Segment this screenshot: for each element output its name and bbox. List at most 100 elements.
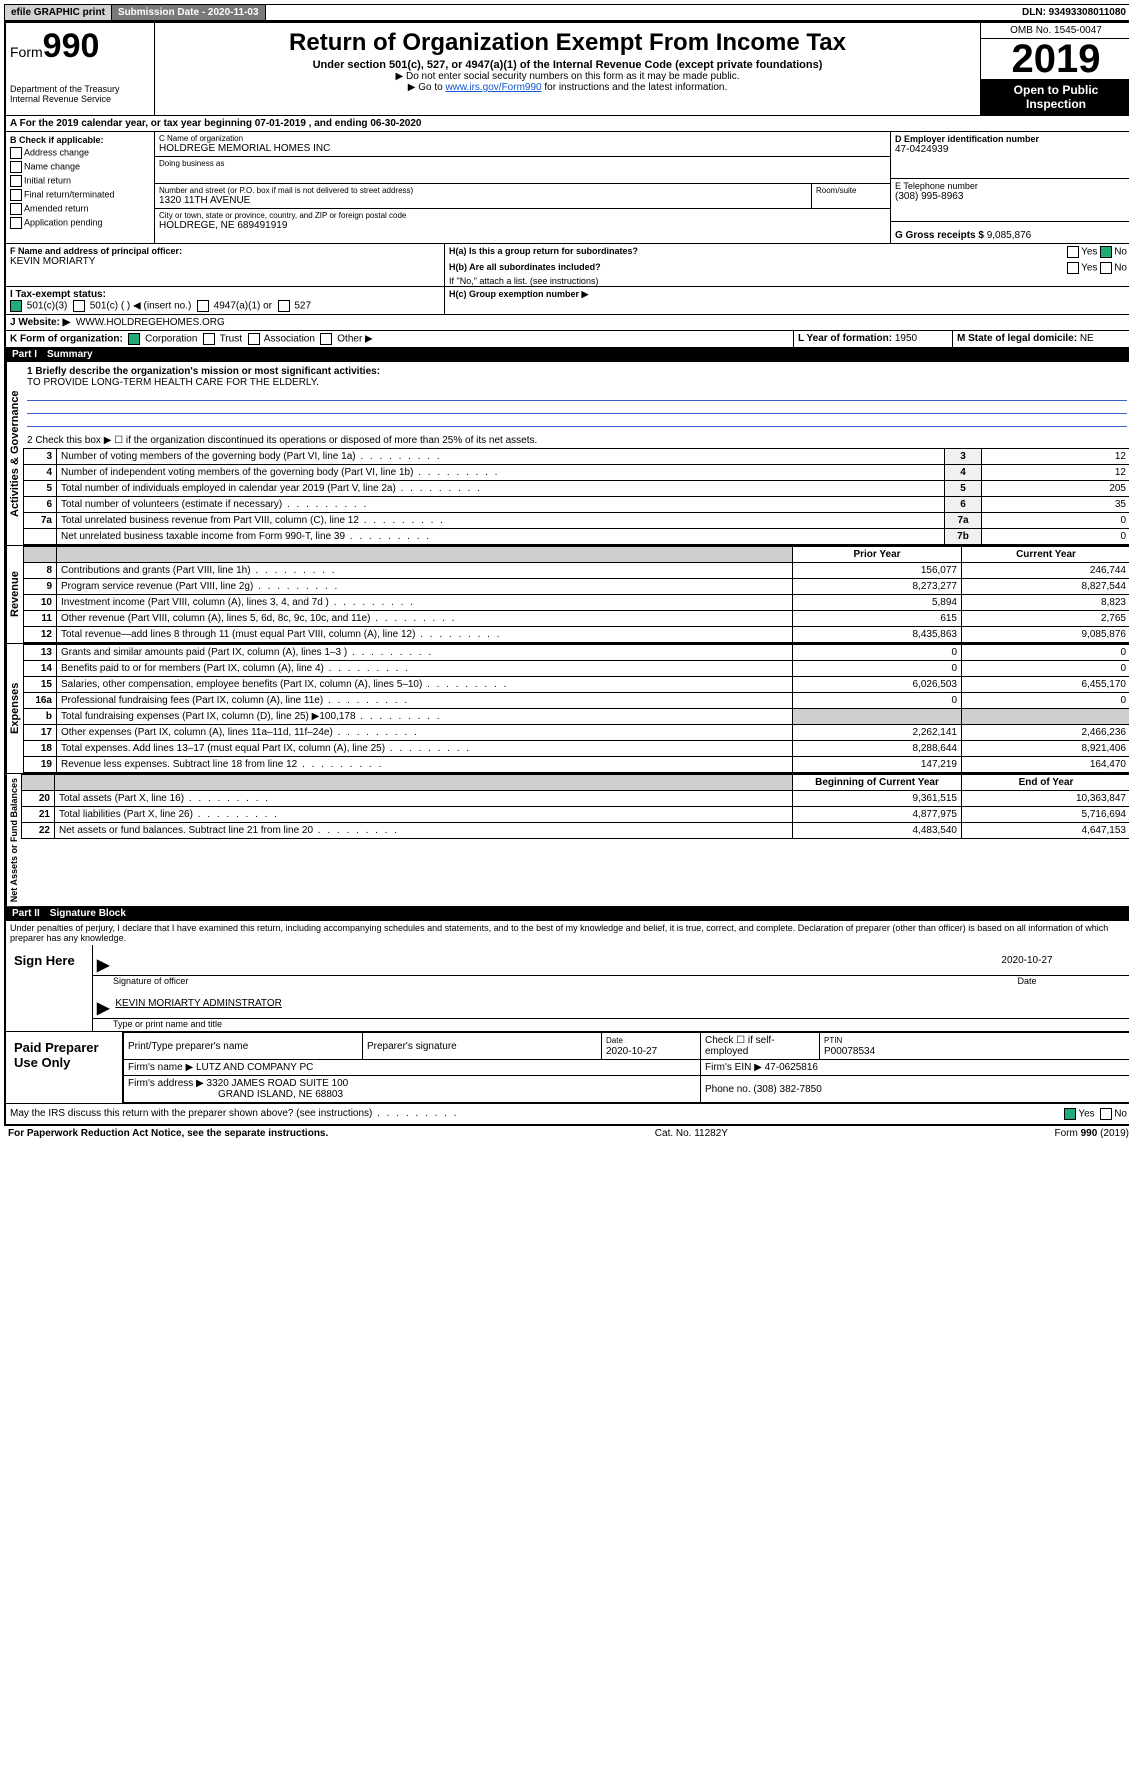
chk-pending[interactable]: Application pending	[24, 217, 103, 227]
line1-value: TO PROVIDE LONG-TERM HEALTH CARE FOR THE…	[27, 377, 1127, 388]
line2: 2 Check this box ▶ ☐ if the organization…	[23, 433, 1129, 448]
officer-label: F Name and address of principal officer:	[10, 246, 440, 256]
city-state-zip: HOLDREGE, NE 689491919	[159, 220, 886, 231]
prep-name-lbl: Print/Type preparer's name	[124, 1033, 363, 1060]
form-title: Return of Organization Exempt From Incom…	[161, 29, 974, 57]
chk-amended[interactable]: Amended return	[24, 203, 89, 213]
top-bar: efile GRAPHIC print Submission Date - 20…	[4, 4, 1129, 21]
k-label: K Form of organization:	[10, 334, 123, 345]
firm-ein: 47-0625816	[765, 1062, 818, 1073]
i-4947[interactable]: 4947(a)(1) or	[214, 301, 272, 312]
hb-label: H(b) Are all subordinates included?	[449, 262, 601, 272]
box-h: H(a) Is this a group return for subordin…	[445, 244, 1129, 286]
k-corp[interactable]: Corporation	[145, 334, 197, 345]
part1-title: Summary	[47, 349, 93, 360]
efile-button[interactable]: efile GRAPHIC print	[5, 5, 112, 20]
phone-label: E Telephone number	[895, 181, 1127, 191]
sign-here-label: Sign Here	[6, 945, 92, 1031]
ha-yes[interactable]: Yes	[1081, 247, 1097, 258]
box-b-title: B Check if applicable:	[10, 134, 150, 146]
chk-final[interactable]: Final return/terminated	[24, 189, 115, 199]
form-ref: Form 990 (2019)	[1055, 1128, 1129, 1139]
expenses-table: 13Grants and similar amounts paid (Part …	[23, 644, 1129, 773]
firm-name: LUTZ AND COMPANY PC	[196, 1062, 313, 1073]
footer: For Paperwork Reduction Act Notice, see …	[4, 1126, 1129, 1141]
form-container: Form990 Department of the Treasury Inter…	[4, 21, 1129, 1126]
header-right: OMB No. 1545-0047 2019 Open to Public In…	[981, 23, 1129, 115]
org-name: HOLDREGE MEMORIAL HOMES INC	[159, 143, 886, 154]
header-center: Return of Organization Exempt From Incom…	[155, 23, 981, 115]
prep-date-lbl: Date	[606, 1036, 623, 1045]
dept-treasury: Department of the Treasury	[10, 84, 150, 94]
governance-table: 3Number of voting members of the governi…	[23, 448, 1129, 545]
part2-title: Signature Block	[50, 908, 126, 919]
paid-preparer-label: Paid Preparer Use Only	[6, 1032, 122, 1103]
sig-arrow-icon-2: ▶	[97, 998, 109, 1018]
sig-officer-lbl: Signature of officer	[113, 976, 927, 986]
prep-phone-lbl: Phone no.	[705, 1084, 751, 1095]
cat-no: Cat. No. 11282Y	[655, 1128, 728, 1139]
row-k: K Form of organization: Corporation Trus…	[6, 331, 794, 347]
ein-label: D Employer identification number	[895, 134, 1127, 144]
discuss-text: May the IRS discuss this return with the…	[10, 1108, 1064, 1120]
chk-address[interactable]: Address change	[24, 147, 89, 157]
firm-addr1: 3320 JAMES ROAD SUITE 100	[207, 1078, 349, 1089]
boxes-deg: D Employer identification number 47-0424…	[891, 132, 1129, 243]
phone-value: (308) 995-8963	[895, 191, 1127, 202]
form-subtitle: Under section 501(c), 527, or 4947(a)(1)…	[161, 59, 974, 71]
sig-date: 2020-10-27	[1001, 955, 1052, 966]
name-title-lbl: Type or print name and title	[93, 1019, 1129, 1031]
k-other[interactable]: Other ▶	[337, 334, 372, 345]
k-assoc[interactable]: Association	[264, 334, 315, 345]
discuss-no[interactable]: No	[1114, 1109, 1127, 1120]
note-goto-post: for instructions and the latest informat…	[542, 82, 728, 93]
preparer-table: Print/Type preparer's name Preparer's si…	[123, 1032, 1129, 1103]
hb-yes[interactable]: Yes	[1081, 263, 1097, 274]
firm-addr2: GRAND ISLAND, NE 68803	[218, 1089, 343, 1100]
room-label: Room/suite	[816, 186, 886, 195]
ptin: P00078534	[824, 1046, 875, 1057]
note-ssn: ▶ Do not enter social security numbers o…	[161, 71, 974, 82]
chk-name[interactable]: Name change	[24, 161, 80, 171]
officer-name: KEVIN MORIARTY	[10, 256, 440, 267]
gov-label: Activities & Governance	[6, 362, 23, 545]
dln: DLN: 93493308011080	[1016, 5, 1129, 20]
header-left: Form990 Department of the Treasury Inter…	[6, 23, 155, 115]
j-label: J Website: ▶	[10, 317, 70, 328]
part1-num: Part I	[12, 349, 37, 360]
ptin-lbl: PTIN	[824, 1036, 842, 1045]
form-label: Form	[10, 44, 43, 60]
c-name-label: C Name of organization	[159, 134, 886, 143]
perjury-text: Under penalties of perjury, I declare th…	[6, 921, 1129, 945]
i-501c[interactable]: 501(c) ( ) ◀ (insert no.)	[90, 301, 192, 312]
part1-header: Part I Summary	[6, 347, 1129, 362]
ha-no[interactable]: No	[1114, 247, 1127, 258]
irs: Internal Revenue Service	[10, 94, 150, 104]
firm-addr-lbl: Firm's address ▶	[128, 1078, 204, 1089]
form-number: 990	[43, 27, 100, 65]
box-b: B Check if applicable: Address change Na…	[6, 132, 155, 243]
gross-value: 9,085,876	[987, 230, 1032, 241]
line1-label: 1 Briefly describe the organization's mi…	[27, 366, 1127, 377]
i-527[interactable]: 527	[294, 301, 311, 312]
prep-sig-lbl: Preparer's signature	[363, 1033, 602, 1060]
hb-no[interactable]: No	[1114, 263, 1127, 274]
website-value: WWW.HOLDREGEHOMES.ORG	[76, 317, 225, 328]
chk-initial[interactable]: Initial return	[24, 175, 71, 185]
k-trust[interactable]: Trust	[220, 334, 242, 345]
officer-typed-name: KEVIN MORIARTY ADMINSTRATOR	[115, 998, 282, 1009]
irs-link[interactable]: www.irs.gov/Form990	[445, 82, 541, 93]
firm-name-lbl: Firm's name ▶	[128, 1062, 193, 1073]
prep-date: 2020-10-27	[606, 1046, 657, 1057]
row-j: J Website: ▶ WWW.HOLDREGEHOMES.ORG	[6, 315, 1129, 330]
date-lbl: Date	[927, 976, 1127, 986]
addr-label: Number and street (or P.O. box if mail i…	[159, 186, 807, 195]
i-501c3[interactable]: 501(c)(3)	[27, 301, 68, 312]
ha-label: H(a) Is this a group return for subordin…	[449, 246, 638, 256]
hb-note: If "No," attach a list. (see instruction…	[445, 276, 1129, 286]
self-employed[interactable]: Check ☐ if self-employed	[701, 1033, 820, 1060]
revenue-table: Prior YearCurrent Year8Contributions and…	[23, 546, 1129, 643]
hc-label: H(c) Group exemption number ▶	[445, 287, 1129, 314]
box-c: C Name of organization HOLDREGE MEMORIAL…	[155, 132, 891, 243]
discuss-yes[interactable]: Yes	[1078, 1109, 1094, 1120]
